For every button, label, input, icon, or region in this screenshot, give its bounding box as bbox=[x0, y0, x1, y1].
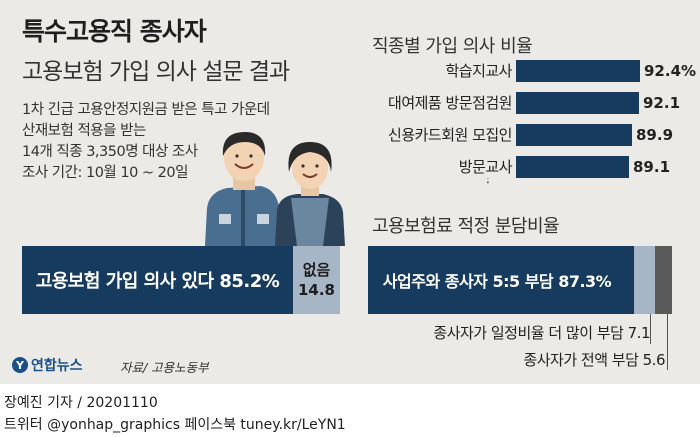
share-more-label: 종사자가 일정비율 더 많이 부담 7.1 bbox=[433, 324, 650, 342]
leader-line-more bbox=[650, 314, 651, 344]
share-segment-equal bbox=[368, 246, 634, 314]
occupation-bar-label: 학습지교사 bbox=[340, 60, 516, 82]
intention-no-label: 없음 bbox=[302, 261, 331, 279]
occupation-bar-label: 방문교사 bbox=[340, 156, 516, 178]
description-line: 산재보험 적용을 받는 bbox=[22, 123, 146, 139]
main-subtitle: 고용보험 가입 의사 설문 결과 bbox=[22, 59, 290, 85]
leader-line-full bbox=[667, 314, 668, 370]
intention-yes-label: 고용보험 가입 의사 있다 85.2% bbox=[35, 271, 280, 292]
premium-share-title: 고용보험료 적정 분담비율 bbox=[372, 216, 560, 237]
main-title: 특수고용직 종사자 bbox=[22, 17, 207, 46]
occupation-bar-row: 신용카드회원 모집인 89.9 bbox=[340, 124, 690, 146]
occupation-bar-row: 대여제품 방문점검원 92.1 bbox=[340, 92, 690, 114]
yonhap-logo-text: 연합뉴스 bbox=[31, 358, 83, 374]
byline: 장예진 기자 / 20201110 bbox=[4, 395, 158, 411]
yonhap-logo-icon: Y bbox=[12, 357, 28, 373]
occupation-bar-chart: 학습지교사 92.4% 대여제품 방문점검원 92.1 신용카드회원 모집인 8… bbox=[340, 60, 700, 190]
share-full-label: 종사자가 전액 부담 5.6 bbox=[523, 351, 665, 369]
social-links: 트위터 @yonhap_graphics 페이스북 tuney.kr/LeYN1 bbox=[4, 417, 346, 433]
description-line: 14개 직종 3,350명 대상 조사 bbox=[22, 144, 198, 160]
data-source: 자료/ 고용노동부 bbox=[120, 360, 209, 375]
intention-yes-segment: 고용보험 가입 의사 있다 85.2% bbox=[22, 246, 293, 314]
woman-figure bbox=[275, 142, 345, 246]
description-line: 1차 긴급 고용안정지원금 받은 특고 가운데 bbox=[22, 102, 270, 118]
share-equal-label: 사업주와 종사자 5:5 부담 87.3% bbox=[382, 272, 612, 291]
intention-no-value: 14.8 bbox=[297, 281, 335, 299]
intention-no-segment: 없음 14.8 bbox=[293, 246, 340, 314]
yonhap-logo: Y 연합뉴스 bbox=[12, 355, 83, 375]
share-segment-full bbox=[655, 246, 672, 314]
premium-share-bar bbox=[368, 246, 672, 314]
occupation-bar-value: 89.9 bbox=[636, 126, 674, 144]
description-line: 조사 기간: 10월 10 ~ 20일 bbox=[22, 165, 188, 181]
occupation-bar-value: 89.1 bbox=[633, 158, 671, 176]
occupation-bar-label: 신용카드회원 모집인 bbox=[340, 124, 516, 146]
occupation-chart-title: 직종별 가입 의사 비율 bbox=[372, 36, 533, 57]
workers-illustration bbox=[205, 132, 345, 246]
survey-description: 1차 긴급 고용안정지원금 받은 특고 가운데 산재보험 적용을 받는 14개 … bbox=[22, 100, 270, 184]
occupation-bar-label: 대여제품 방문점검원 bbox=[340, 92, 516, 114]
man-figure bbox=[205, 132, 281, 246]
occupation-bar-row: 학습지교사 92.4% bbox=[340, 60, 696, 82]
occupation-bar-row: 방문교사 89.1 bbox=[340, 156, 690, 178]
occupation-bar-value: 92.1 bbox=[643, 94, 681, 112]
occupation-bar-value: 92.4% bbox=[644, 62, 697, 80]
overall-intention-bar: 고용보험 가입 의사 있다 85.2% 없음 14.8 bbox=[22, 246, 340, 314]
share-segment-more bbox=[634, 246, 655, 314]
